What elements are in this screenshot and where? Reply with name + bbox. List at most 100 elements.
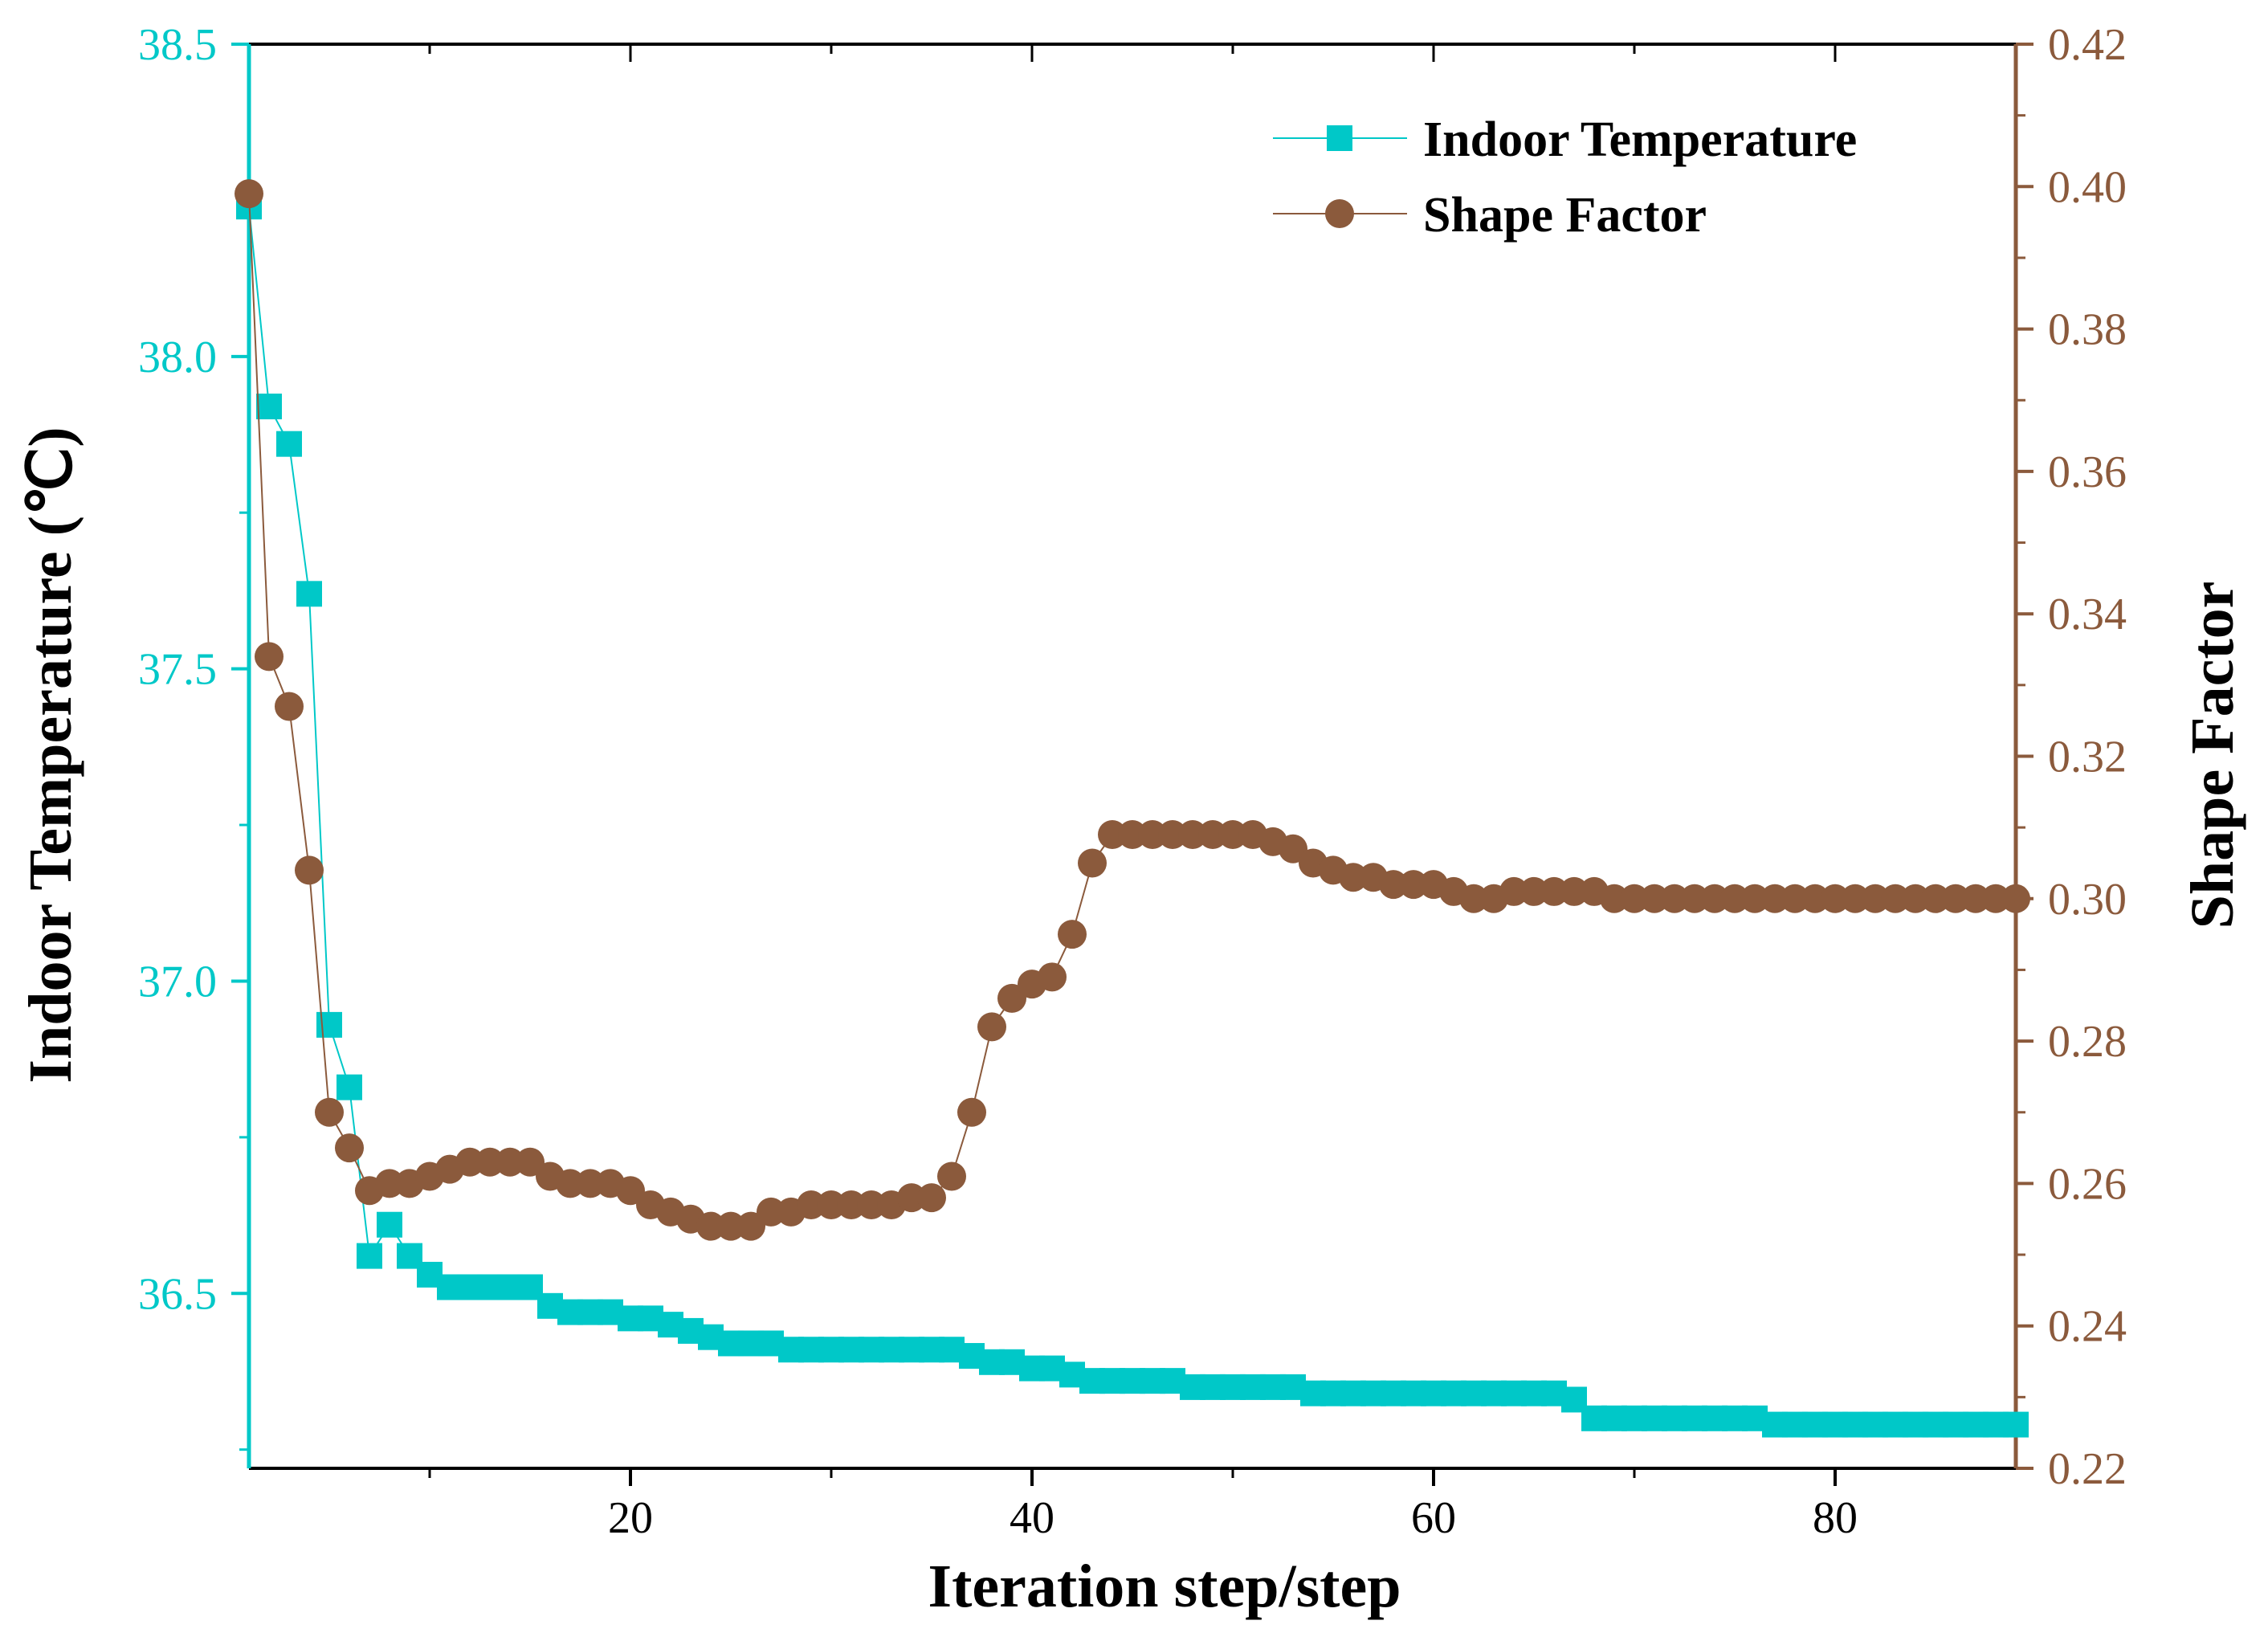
indoor-temperature-series bbox=[236, 194, 2029, 1438]
shape-factor-point bbox=[1841, 884, 1870, 913]
temperature-point bbox=[377, 1211, 402, 1238]
x-tick-label: 60 bbox=[1411, 1493, 1456, 1543]
shape-factor-point bbox=[837, 1190, 866, 1219]
shape-factor-point bbox=[295, 855, 324, 885]
shape-factor-point bbox=[1339, 863, 1368, 892]
right-y-axis-ticks: 0.22 0.24 0.26 0.28 0.30 0.32 0.34 0.36 0.38 0.40… bbox=[2016, 20, 2127, 1494]
shape-factor-point bbox=[817, 1190, 846, 1219]
shape-factor-point bbox=[1660, 884, 1689, 913]
shape-factor-point bbox=[1921, 884, 1950, 913]
shape-factor-point bbox=[255, 642, 284, 672]
shape-factor-point bbox=[937, 1161, 966, 1191]
right-y-tick-label: 0.22 bbox=[2048, 1444, 2127, 1494]
legend: Indoor Temperature Shape Factor bbox=[1273, 112, 1857, 243]
shape-factor-point bbox=[1560, 876, 1589, 906]
right-y-tick-label: 0.26 bbox=[2048, 1159, 2127, 1209]
shape-factor-point bbox=[957, 1097, 986, 1127]
x-tick-label: 40 bbox=[1010, 1493, 1054, 1543]
shape-factor-point bbox=[1158, 820, 1187, 850]
right-y-tick-label: 0.40 bbox=[2048, 162, 2127, 212]
shape-factor-point bbox=[455, 1147, 484, 1177]
left-y-tick-label: 37.5 bbox=[138, 645, 217, 695]
x-axis-title: Iteration step/step bbox=[928, 1553, 1401, 1620]
shape-factor-point bbox=[1198, 820, 1227, 850]
shape-factor-point bbox=[1680, 884, 1709, 913]
left-y-tick-label: 38.5 bbox=[138, 20, 217, 70]
shape-factor-point bbox=[1459, 884, 1488, 913]
shape-factor-point bbox=[1078, 848, 1107, 878]
shape-factor-point bbox=[1700, 884, 1729, 913]
shape-factor-point bbox=[857, 1190, 886, 1219]
shape-factor-point bbox=[1620, 884, 1649, 913]
shape-factor-point bbox=[1861, 884, 1890, 913]
temperature-point bbox=[316, 1011, 342, 1038]
shape-factor-point bbox=[335, 1133, 364, 1163]
x-tick-label: 20 bbox=[608, 1493, 653, 1543]
shape-factor-point bbox=[1881, 884, 1910, 913]
shape-factor-point bbox=[1038, 962, 1067, 992]
right-y-tick-label: 0.42 bbox=[2048, 20, 2127, 70]
temperature-point bbox=[296, 581, 322, 607]
shape-factor-point bbox=[1600, 884, 1629, 913]
shape-factor-point bbox=[1279, 834, 1307, 863]
shape-factor-point bbox=[1178, 820, 1207, 850]
legend-temperature-marker bbox=[1327, 125, 1352, 151]
shape-factor-point bbox=[1901, 884, 1930, 913]
temperature-point bbox=[256, 394, 282, 420]
right-y-tick-label: 0.28 bbox=[2048, 1017, 2127, 1067]
shape-factor-point bbox=[696, 1211, 725, 1241]
temperature-point bbox=[276, 431, 302, 457]
right-y-axis-title: Shape Factor bbox=[2179, 582, 2246, 929]
legend-shape-factor-label: Shape Factor bbox=[1423, 188, 1707, 243]
temperature-point bbox=[337, 1074, 362, 1100]
right-y-tick-label: 0.30 bbox=[2048, 875, 2127, 925]
shape-factor-point bbox=[1118, 820, 1147, 850]
shape-factor-point bbox=[1519, 876, 1548, 906]
shape-factor-point bbox=[1760, 884, 1789, 913]
shape-factor-point bbox=[757, 1197, 785, 1227]
shape-factor-point bbox=[716, 1211, 745, 1241]
x-tick-label: 80 bbox=[1813, 1493, 1858, 1543]
shape-factor-point bbox=[1499, 876, 1528, 906]
shape-factor-point bbox=[616, 1176, 645, 1206]
shape-factor-point bbox=[2001, 884, 2030, 913]
shape-factor-point bbox=[1098, 820, 1127, 850]
left-y-tick-label: 36.5 bbox=[138, 1269, 217, 1319]
shape-factor-point bbox=[496, 1147, 524, 1177]
shape-factor-point bbox=[1720, 884, 1749, 913]
shape-factor-point bbox=[556, 1169, 585, 1198]
shape-factor-point bbox=[1801, 884, 1829, 913]
left-y-tick-label: 37.0 bbox=[138, 957, 217, 1006]
shape-factor-point bbox=[977, 1012, 1006, 1042]
right-y-tick-label: 0.34 bbox=[2048, 590, 2127, 639]
shape-factor-point bbox=[235, 179, 263, 209]
shape-factor-point bbox=[736, 1211, 765, 1241]
left-y-tick-label: 38.0 bbox=[138, 333, 217, 382]
shape-factor-point bbox=[897, 1183, 926, 1213]
shape-factor-point bbox=[1821, 884, 1850, 913]
shape-factor-point bbox=[315, 1097, 344, 1127]
left-y-axis-title: Indoor Temperature (℃) bbox=[17, 427, 84, 1083]
shape-factor-point bbox=[1399, 870, 1428, 900]
shape-factor-point bbox=[1961, 884, 1990, 913]
shape-factor-point bbox=[1379, 870, 1408, 900]
left-y-axis-ticks: 36.5 37.0 37.5 38.0 38.5 bbox=[138, 20, 249, 1451]
legend-temperature-label: Indoor Temperature bbox=[1423, 112, 1857, 167]
shape-factor-point bbox=[375, 1169, 404, 1198]
temperature-point bbox=[2003, 1411, 2029, 1438]
legend-shape-factor-marker bbox=[1325, 199, 1354, 228]
shape-factor-point bbox=[1981, 884, 2010, 913]
shape-factor-point bbox=[576, 1169, 605, 1198]
shape-factor-series bbox=[235, 179, 2030, 1241]
right-y-tick-label: 0.24 bbox=[2048, 1302, 2127, 1352]
right-y-tick-label: 0.36 bbox=[2048, 447, 2127, 497]
shape-factor-point bbox=[1941, 884, 1970, 913]
shape-factor-point bbox=[475, 1147, 504, 1177]
shape-factor-point bbox=[1781, 884, 1809, 913]
right-y-tick-label: 0.38 bbox=[2048, 305, 2127, 355]
shape-factor-point bbox=[1740, 884, 1769, 913]
x-axis-ticks: 20 40 60 80 bbox=[428, 44, 1858, 1543]
shape-factor-point bbox=[1058, 920, 1087, 949]
